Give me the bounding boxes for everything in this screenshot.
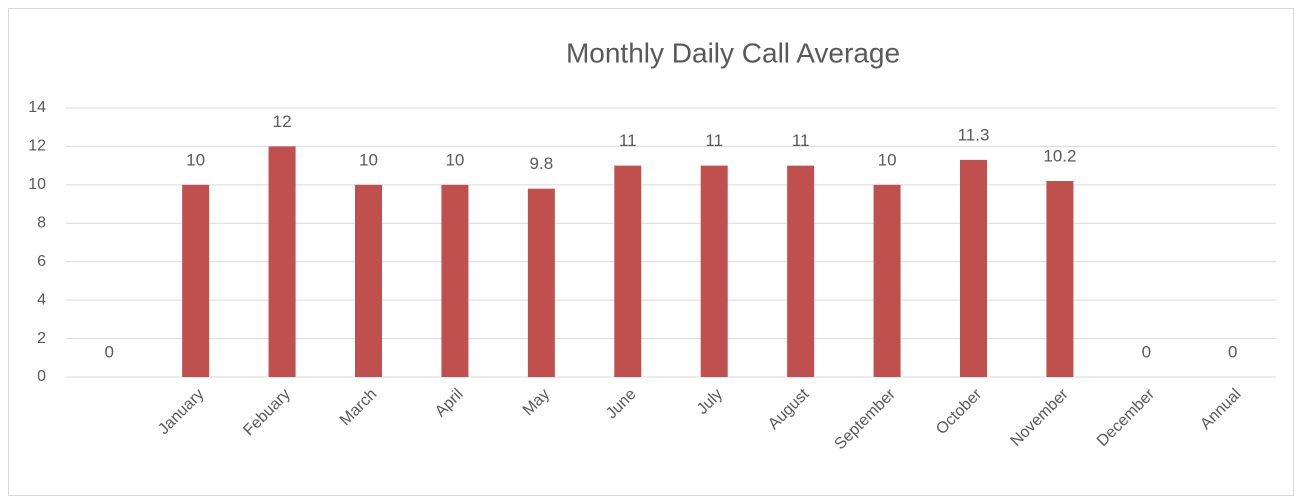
bar — [441, 184, 469, 377]
y-tick-label: 12 — [28, 138, 46, 155]
y-tick-label: 8 — [37, 215, 46, 232]
data-label: 10 — [878, 150, 897, 169]
y-tick-label: 2 — [37, 330, 46, 347]
data-label: 11 — [619, 131, 637, 150]
y-tick-label: 14 — [28, 99, 46, 116]
chart-frame — [8, 8, 1294, 496]
bar — [182, 184, 210, 377]
bar — [355, 184, 382, 377]
bar — [527, 188, 555, 377]
bar — [268, 146, 296, 377]
data-label: 9.8 — [530, 154, 554, 173]
bar — [873, 184, 901, 377]
data-label: 11.3 — [958, 125, 990, 144]
y-tick-label: 10 — [28, 176, 46, 193]
bar — [614, 165, 642, 377]
data-label: 12 — [273, 112, 292, 131]
data-label: 10 — [186, 150, 205, 169]
data-label: 10 — [445, 150, 464, 169]
bar — [960, 159, 987, 377]
y-tick-label: 6 — [37, 253, 46, 270]
y-tick-label: 4 — [37, 291, 46, 308]
data-label: 0 — [1228, 342, 1237, 361]
data-label: 10.2 — [1043, 146, 1076, 165]
data-label: 10 — [359, 150, 378, 169]
data-label: 0 — [1142, 342, 1151, 361]
chart-title: Monthly Daily Call Average — [566, 37, 900, 68]
bar — [700, 165, 728, 377]
bar — [787, 165, 815, 377]
bar — [1046, 181, 1074, 377]
data-label: 11 — [705, 131, 723, 150]
data-label: 11 — [792, 131, 810, 150]
y-tick-label: 0 — [37, 368, 46, 385]
data-label: 0 — [104, 342, 113, 361]
